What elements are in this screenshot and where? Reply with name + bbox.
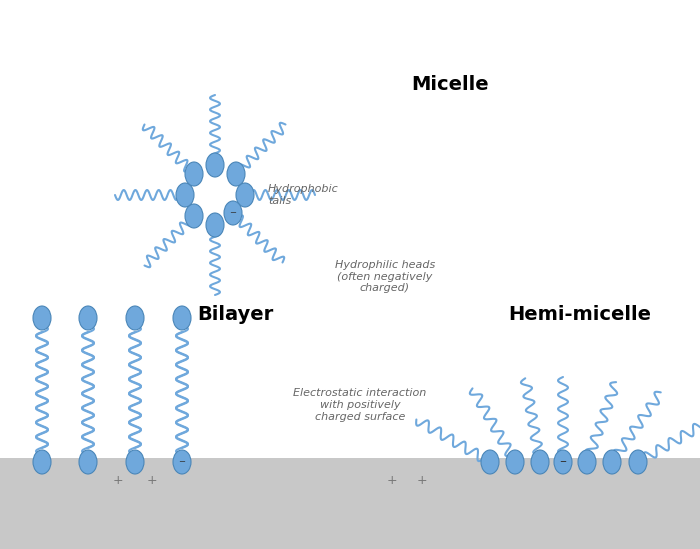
Text: −: −: [559, 457, 566, 467]
Ellipse shape: [173, 450, 191, 474]
Ellipse shape: [185, 162, 203, 186]
Ellipse shape: [176, 183, 194, 207]
Text: Hydrophobic
tails: Hydrophobic tails: [268, 184, 339, 206]
Text: +: +: [386, 473, 398, 486]
Text: −: −: [230, 209, 237, 217]
Ellipse shape: [629, 450, 647, 474]
Text: Bilayer: Bilayer: [197, 305, 273, 324]
Ellipse shape: [531, 450, 549, 474]
Text: −: −: [559, 457, 566, 467]
Ellipse shape: [33, 306, 51, 330]
Text: −: −: [178, 457, 186, 467]
Ellipse shape: [126, 306, 144, 330]
Text: +: +: [416, 473, 427, 486]
Bar: [0, 458, 700, 549]
Ellipse shape: [79, 306, 97, 330]
Ellipse shape: [224, 201, 242, 225]
Ellipse shape: [506, 450, 524, 474]
Ellipse shape: [227, 162, 245, 186]
Text: +: +: [147, 473, 158, 486]
Ellipse shape: [206, 153, 224, 177]
Ellipse shape: [173, 306, 191, 330]
Ellipse shape: [603, 450, 621, 474]
Ellipse shape: [33, 450, 51, 474]
Ellipse shape: [79, 450, 97, 474]
Text: Electrostatic interaction
with positively
charged surface: Electrostatic interaction with positivel…: [293, 388, 426, 422]
Ellipse shape: [481, 450, 499, 474]
Text: Hydrophilic heads
(often negatively
charged): Hydrophilic heads (often negatively char…: [335, 260, 435, 293]
Ellipse shape: [578, 450, 596, 474]
Ellipse shape: [126, 450, 144, 474]
Ellipse shape: [236, 183, 254, 207]
Ellipse shape: [206, 213, 224, 237]
Text: Micelle: Micelle: [411, 76, 489, 94]
Ellipse shape: [554, 450, 572, 474]
Text: Hemi-micelle: Hemi-micelle: [508, 305, 652, 324]
Ellipse shape: [185, 204, 203, 228]
Text: +: +: [113, 473, 123, 486]
